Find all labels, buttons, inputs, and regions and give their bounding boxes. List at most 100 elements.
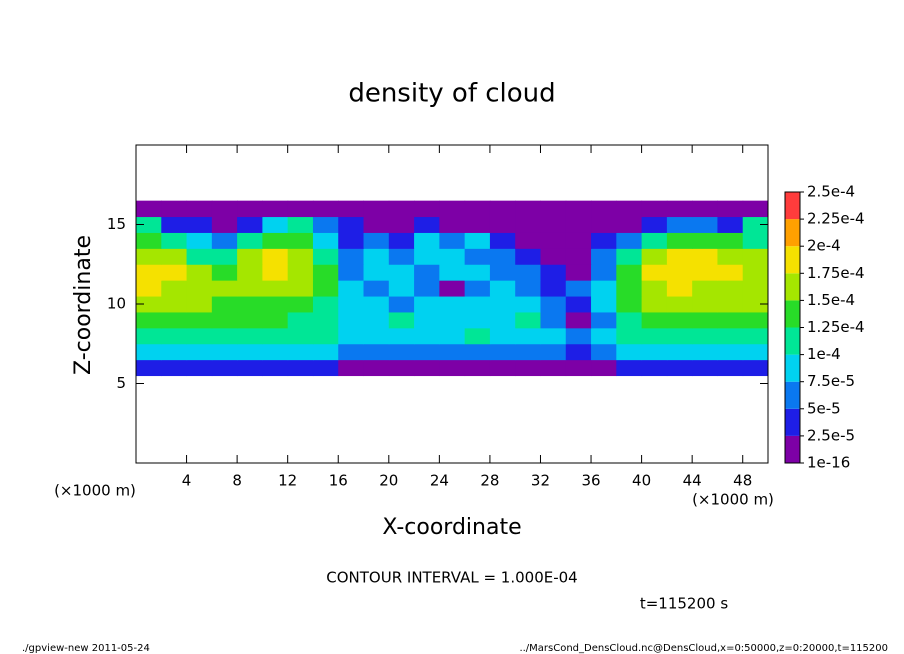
heat-cell — [464, 248, 491, 265]
heat-cell — [717, 343, 744, 361]
heat-cell — [489, 232, 516, 249]
x-unit-label: (×1000 m) — [54, 482, 136, 500]
heat-cell — [540, 200, 567, 218]
heat-cell — [540, 359, 567, 377]
time-label: t=115200 s — [640, 595, 728, 613]
heat-cell — [742, 232, 769, 249]
colorbar-label: 2.5e-5 — [807, 426, 855, 444]
heat-cell — [489, 280, 516, 297]
heat-cell — [388, 248, 415, 265]
heat-cell — [414, 200, 440, 218]
heat-cell — [591, 216, 617, 233]
heat-cell — [515, 200, 541, 218]
heat-cell — [237, 264, 263, 281]
x-unit-label: (×1000 m) — [692, 491, 774, 509]
heat-cell — [666, 343, 693, 361]
heat-cell — [136, 216, 162, 233]
heat-cell — [515, 311, 541, 329]
colorbar-box — [785, 273, 800, 301]
heat-cell — [717, 200, 744, 218]
heat-cell — [464, 343, 491, 361]
heat-cell — [312, 359, 339, 377]
heat-cell — [717, 216, 744, 233]
heat-cell — [717, 359, 744, 377]
heat-cell — [489, 248, 516, 265]
colorbar-box — [785, 219, 800, 247]
heat-cell — [742, 280, 769, 297]
footer-left: ./gpview-new 2011-05-24 — [22, 643, 150, 654]
heat-cell — [287, 216, 314, 233]
heat-cell — [136, 280, 162, 297]
heat-cell — [439, 327, 466, 345]
heat-cell — [616, 327, 643, 345]
heat-cell — [692, 359, 718, 377]
heat-cell — [641, 200, 668, 218]
heat-cell — [211, 327, 238, 345]
heat-cell — [388, 311, 415, 329]
colorbar-label: 1.75e-4 — [807, 264, 865, 282]
heat-cell — [312, 327, 339, 345]
heat-cell — [489, 311, 516, 329]
heat-cell — [641, 264, 668, 281]
heat-cell — [692, 216, 718, 233]
heat-cell — [186, 232, 213, 249]
heat-cell — [312, 216, 339, 233]
heat-cell — [692, 343, 718, 361]
heat-cell — [363, 248, 390, 265]
heat-cell — [515, 264, 541, 281]
heat-cell — [515, 280, 541, 297]
heat-cell — [742, 359, 769, 377]
colorbar-box — [785, 354, 800, 382]
heat-cell — [161, 359, 188, 377]
colorbar-label: 1e-16 — [807, 454, 850, 472]
heat-cell — [414, 296, 440, 313]
heat-cell — [414, 248, 440, 265]
heat-cell — [312, 200, 339, 218]
heat-cell — [136, 296, 162, 313]
heat-cell — [742, 264, 769, 281]
heat-cell — [161, 216, 188, 233]
heat-cell — [666, 296, 693, 313]
heat-cell — [616, 311, 643, 329]
colorbar-box — [785, 192, 800, 220]
heat-cell — [388, 264, 415, 281]
heat-cell — [363, 343, 390, 361]
heat-cell — [515, 359, 541, 377]
colorbar-label: 1e-4 — [807, 345, 841, 363]
heat-cell — [641, 327, 668, 345]
heat-cell — [161, 232, 188, 249]
y-axis-label: Z-coordinate — [71, 235, 96, 375]
heat-cell — [211, 248, 238, 265]
heat-cell — [363, 216, 390, 233]
heat-cell — [717, 232, 744, 249]
heat-cell — [717, 264, 744, 281]
heat-cell — [742, 216, 769, 233]
x-tick-label: 40 — [632, 472, 651, 490]
heat-cell — [717, 280, 744, 297]
heat-cell — [439, 359, 466, 377]
heat-cell — [287, 343, 314, 361]
heat-cell — [388, 280, 415, 297]
heat-cell — [414, 327, 440, 345]
heat-cell — [262, 359, 289, 377]
heat-cell — [262, 311, 289, 329]
heat-cell — [641, 311, 668, 329]
heat-cell — [692, 296, 718, 313]
heat-cell — [692, 248, 718, 265]
heat-cell — [464, 280, 491, 297]
heat-cell — [287, 200, 314, 218]
heat-cell — [312, 248, 339, 265]
colorbar-box — [785, 300, 800, 328]
heat-cell — [287, 280, 314, 297]
heat-cell — [136, 232, 162, 249]
heat-cell — [136, 359, 162, 377]
heat-cell — [565, 264, 592, 281]
heat-cell — [237, 232, 263, 249]
heat-cell — [338, 311, 365, 329]
heat-cell — [616, 280, 643, 297]
heat-cell — [262, 280, 289, 297]
x-tick-label: 44 — [683, 472, 702, 490]
heat-cell — [161, 264, 188, 281]
heat-cell — [666, 232, 693, 249]
